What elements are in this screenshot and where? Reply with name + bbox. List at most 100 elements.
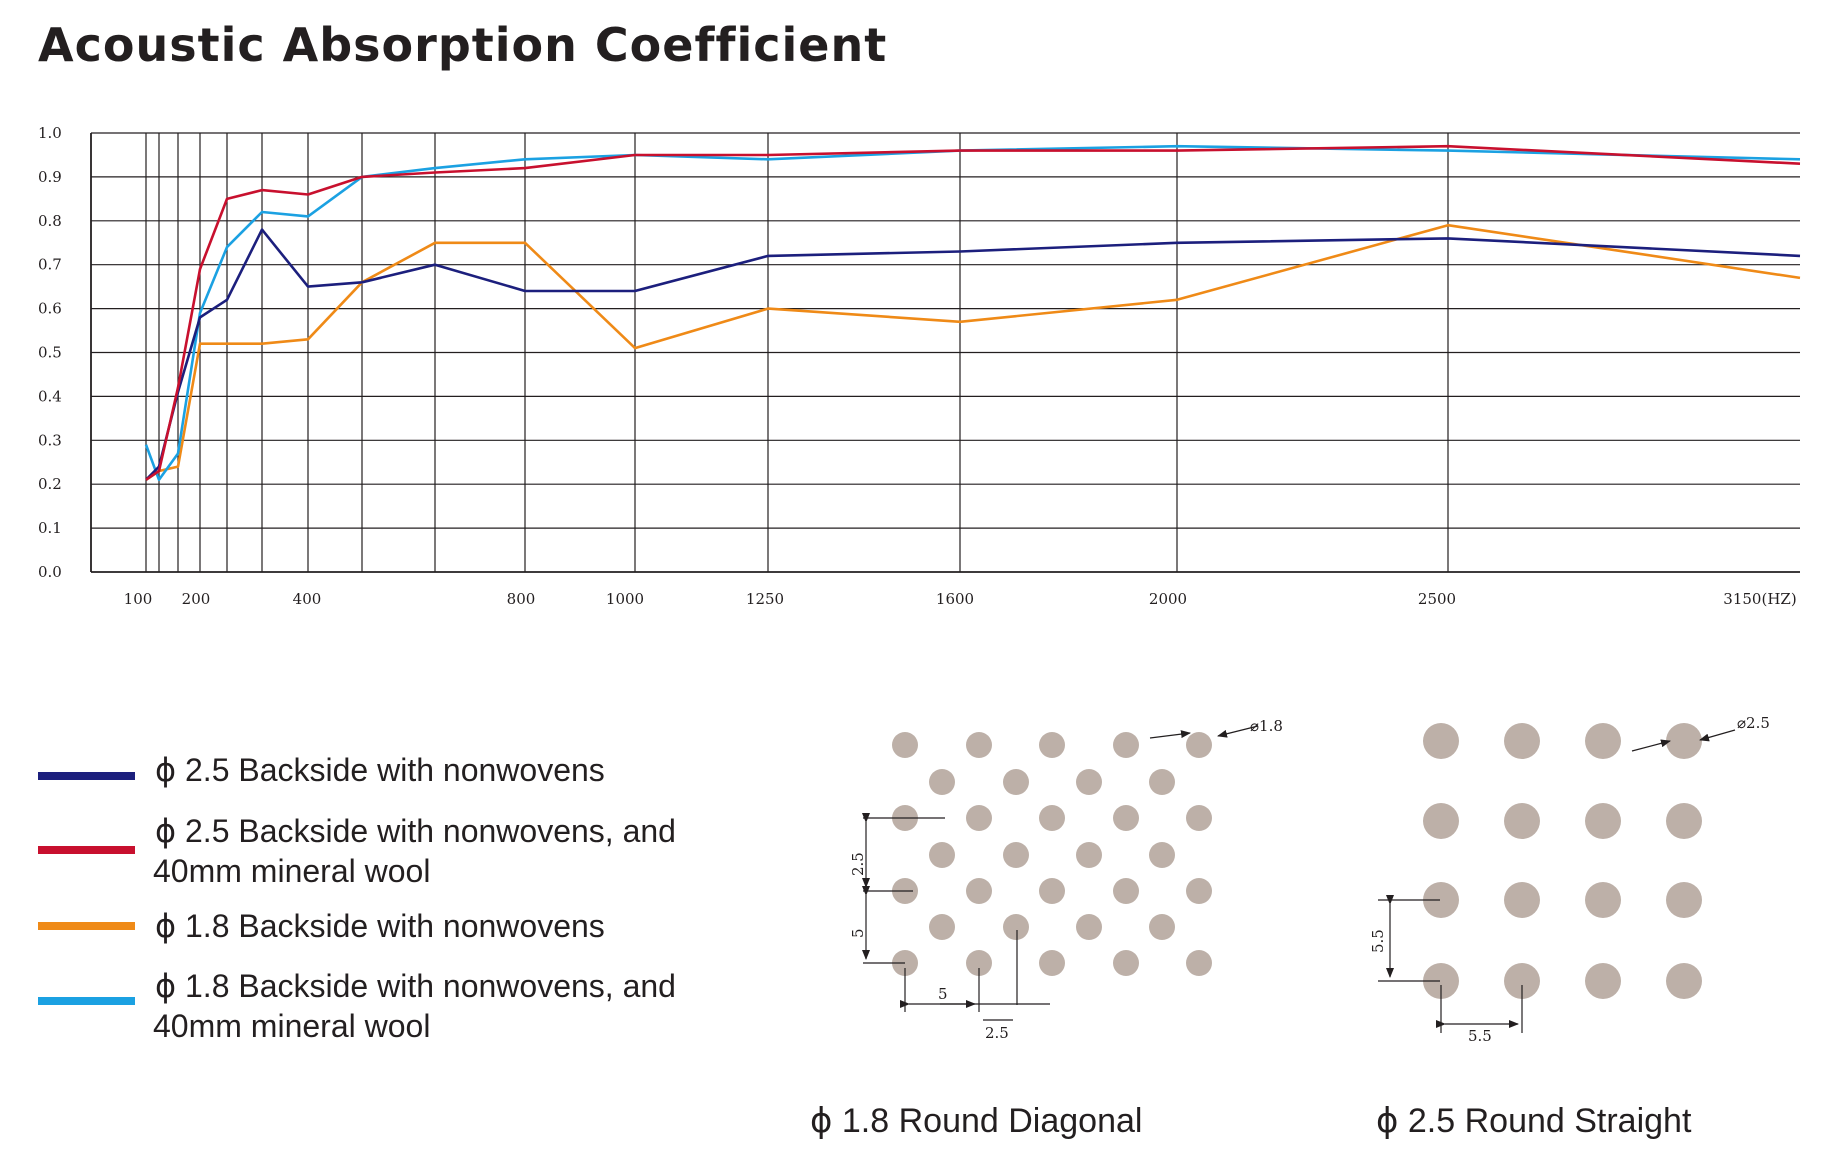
hole-diagonal <box>966 950 992 976</box>
hole-diagonal <box>929 769 955 795</box>
hole-straight <box>1504 882 1540 918</box>
hole-straight <box>1666 963 1702 999</box>
y-tick-label: 0.8 <box>38 212 62 230</box>
legend-item-2-line2: 40mm mineral wool <box>153 853 431 889</box>
x-tick-label: 3150(HZ) <box>1723 590 1796 608</box>
hole-straight <box>1423 723 1459 759</box>
diag-dim-vertical-large: 5 <box>849 928 867 938</box>
legend-phi-symbol: ϕ <box>155 967 177 1005</box>
chart-series <box>144 144 1801 482</box>
caption-round-diagonal: ϕ 1.8 Round Diagonal <box>810 1101 1142 1141</box>
hole-diagonal <box>1003 769 1029 795</box>
hole-diagonal <box>1186 878 1212 904</box>
diag-hole-diameter-label: ⌀1.8 <box>1250 717 1283 735</box>
hole-diagonal <box>892 805 918 831</box>
y-tick-label: 0.2 <box>38 475 62 493</box>
legend-swatch-cyan <box>38 997 135 1005</box>
legend-phi-symbol: ϕ <box>155 751 177 789</box>
hole-straight <box>1423 803 1459 839</box>
x-tick-label: 1000 <box>606 590 644 608</box>
hole-diagonal <box>1039 805 1065 831</box>
hole-diagonal <box>1039 732 1065 758</box>
hole-straight <box>1423 963 1459 999</box>
diag-dim-horizontal-small: 5 <box>938 985 948 1003</box>
y-tick-label: 0.6 <box>38 300 62 318</box>
hole-diagonal <box>1149 842 1175 868</box>
hole-diagonal <box>1076 914 1102 940</box>
hole-diagonal <box>1186 805 1212 831</box>
diagonal-hole-pattern <box>892 732 1212 976</box>
y-tick-label: 1.0 <box>38 124 62 142</box>
hole-diagonal <box>966 732 992 758</box>
hole-diagonal <box>1149 914 1175 940</box>
hole-diagonal <box>966 878 992 904</box>
legend-item-4-text: 1.8 Backside with nonwovens, and <box>185 968 676 1004</box>
hole-straight <box>1666 882 1702 918</box>
y-axis-ticks: 0.0 0.1 0.2 0.3 0.4 0.5 0.6 0.7 0.8 0.9 1.0 <box>38 124 62 581</box>
legend-item-2-text: 2.5 Backside with nonwovens, and <box>185 813 676 849</box>
y-tick-label: 0.7 <box>38 256 62 274</box>
hole-straight <box>1504 723 1540 759</box>
hole-diagonal <box>966 805 992 831</box>
hole-straight <box>1666 723 1702 759</box>
x-tick-label: 2500 <box>1418 590 1456 608</box>
straight-dimensions <box>1378 729 1736 1033</box>
straight-hole-diameter-label: ⌀2.5 <box>1737 714 1770 732</box>
page-title: Acoustic Absorption Coefficient <box>38 18 888 72</box>
x-tick-label: 800 <box>507 590 536 608</box>
hole-straight <box>1504 963 1540 999</box>
y-tick-label: 0.3 <box>38 431 62 449</box>
hole-diagonal <box>1149 769 1175 795</box>
y-tick-label: 0.9 <box>38 168 62 186</box>
hole-diagonal <box>1186 950 1212 976</box>
hole-diagonal <box>1113 805 1139 831</box>
caption-round-diagonal-text: 1.8 Round Diagonal <box>841 1102 1143 1140</box>
hole-straight <box>1585 803 1621 839</box>
series-line-orange <box>145 223 1801 481</box>
legend-item-3-text: 1.8 Backside with nonwovens <box>185 908 605 944</box>
y-tick-label: 0.5 <box>38 344 62 362</box>
hole-diagonal <box>929 914 955 940</box>
hole-straight <box>1585 723 1621 759</box>
legend-phi-symbol: ϕ <box>155 812 177 850</box>
hole-diagonal <box>1076 842 1102 868</box>
hole-straight <box>1504 803 1540 839</box>
hole-diagonal <box>1076 769 1102 795</box>
series-line-navy <box>145 228 1801 481</box>
hole-diagonal <box>892 878 918 904</box>
legend-phi-symbol: ϕ <box>155 907 177 945</box>
legend-item-4-line2: 40mm mineral wool <box>153 1008 431 1044</box>
hole-diagonal <box>929 842 955 868</box>
legend-swatch-red <box>38 846 135 854</box>
caption-phi-symbol: ϕ <box>810 1101 833 1141</box>
hole-straight <box>1666 803 1702 839</box>
straight-hole-pattern <box>1423 723 1702 999</box>
x-axis-ticks: 100 200 400 800 1000 1250 1600 2000 2500 3150(HZ) <box>124 590 1797 608</box>
x-tick-label: 1250 <box>746 590 784 608</box>
hole-diagonal <box>892 950 918 976</box>
series-line-red <box>145 144 1801 481</box>
hole-diagonal <box>1186 732 1212 758</box>
diag-dim-horizontal-large: 2.5 <box>985 1024 1009 1042</box>
hole-diagonal <box>1039 878 1065 904</box>
y-tick-label: 0.4 <box>38 387 62 405</box>
legend-swatch-navy <box>38 772 135 780</box>
diagonal-dimensions <box>862 725 1259 1021</box>
absorption-chart: 0.0 0.1 0.2 0.3 0.4 0.5 0.6 0.7 0.8 0.9 1.0 100 200… <box>38 124 1801 608</box>
legend-item-3: ϕ 1.8 Backside with nonwovens <box>155 906 605 946</box>
x-tick-label: 2000 <box>1149 590 1187 608</box>
legend-item-1: ϕ 2.5 Backside with nonwovens <box>155 750 605 790</box>
x-tick-label: 200 <box>182 590 211 608</box>
hole-diagonal <box>1113 950 1139 976</box>
hole-diagonal <box>1039 950 1065 976</box>
legend-item-4: ϕ 1.8 Backside with nonwovens, and <box>155 966 676 1006</box>
diag-dim-vertical-small: 2.5 <box>849 852 867 876</box>
series-line-cyan <box>144 144 1801 482</box>
hole-diagonal <box>1003 842 1029 868</box>
hole-straight <box>1585 963 1621 999</box>
legend-item-2: ϕ 2.5 Backside with nonwovens, and <box>155 811 676 851</box>
hole-diagonal <box>1003 914 1029 940</box>
straight-dim-vertical: 5.5 <box>1369 929 1387 953</box>
caption-round-straight: ϕ 2.5 Round Straight <box>1376 1101 1691 1141</box>
hole-straight <box>1423 882 1459 918</box>
